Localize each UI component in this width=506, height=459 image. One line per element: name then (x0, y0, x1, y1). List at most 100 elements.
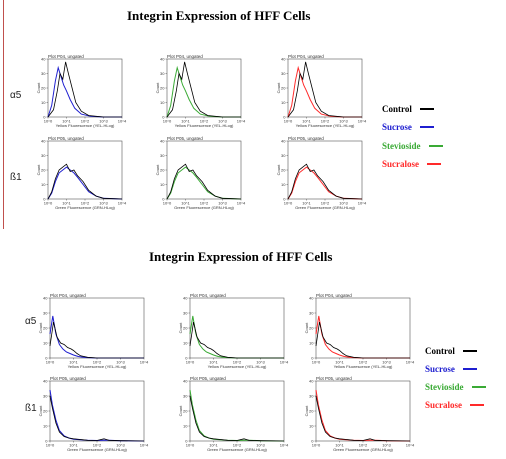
x-tick-label: 10^2 (81, 119, 90, 124)
y-tick-label: 30 (183, 311, 188, 316)
y-axis-label: Count (276, 82, 281, 94)
x-tick-label: 10^4 (406, 360, 415, 365)
y-tick-label: 20 (41, 86, 46, 91)
x-tick-label: 10^1 (209, 443, 218, 448)
histogram-panel-a5-stevioside: Plot P04, ungated 0 10 20 30 40 Count 10^0 10^1 1… (178, 291, 289, 369)
fig1-row-a5-label: α5 (10, 90, 22, 101)
y-tick-label: 0 (43, 115, 46, 120)
y-tick-label: 30 (43, 311, 48, 316)
histogram-panel-b1-stevioside: Plot P05, ungated 0 10 20 30 40 Count 10^0 10^1 1… (178, 374, 289, 452)
x-tick-label: 10^4 (140, 443, 149, 448)
y-axis-label: Count (38, 405, 43, 417)
y-tick-label: 40 (309, 379, 314, 384)
series-line-control (47, 61, 122, 118)
x-tick-label: 10^0 (186, 443, 195, 448)
series-line-sucralose (315, 389, 411, 442)
y-tick-label: 0 (43, 197, 46, 202)
x-tick-label: 10^2 (359, 443, 368, 448)
y-axis-label: Count (304, 322, 309, 334)
legend-swatch (462, 368, 477, 370)
series-line-control (287, 61, 362, 118)
y-tick-label: 30 (309, 311, 314, 316)
legend-swatch (471, 386, 486, 388)
y-tick-label: 20 (43, 326, 48, 331)
series-line-control (189, 395, 285, 442)
fig1-legend-sucrose: Sucrose (382, 122, 434, 132)
plot-title: Plot P04, ungated (48, 54, 84, 59)
x-tick-label: 10^3 (116, 360, 125, 365)
plot-frame (49, 297, 145, 359)
y-tick-label: 20 (309, 409, 314, 414)
x-tick-label: 10^0 (312, 443, 321, 448)
x-axis-label: Green Fluorescence (GRN-HLog) (55, 205, 115, 210)
fig2-legend-sucralose: Sucralose (425, 400, 484, 410)
x-tick-label: 10^0 (44, 119, 53, 124)
x-tick-label: 10^0 (46, 360, 55, 365)
plot-frame (189, 297, 285, 359)
histogram-svg: Plot P04, ungated 0 10 20 30 40 Count 10^0 10^1 1… (276, 54, 367, 128)
histogram-svg: Plot P04, ungated 0 10 20 30 40 Count 10^0 10^1 1… (155, 54, 246, 128)
y-tick-label: 40 (41, 57, 46, 62)
plot-frame (315, 380, 411, 442)
x-tick-label: 10^3 (99, 119, 108, 124)
y-tick-label: 40 (160, 57, 165, 62)
y-tick-label: 0 (162, 115, 165, 120)
legend-label: Control (425, 346, 455, 356)
legend-swatch (428, 145, 443, 147)
y-axis-label: Count (36, 82, 41, 94)
x-tick-label: 10^1 (302, 119, 311, 124)
fig1-legend-stevioside: Stevioside (382, 141, 443, 151)
x-tick-label: 10^1 (69, 360, 78, 365)
legend-label: Control (382, 104, 412, 114)
y-tick-label: 30 (41, 153, 46, 158)
x-tick-label: 10^1 (181, 201, 190, 206)
y-tick-label: 10 (43, 341, 48, 346)
legend-swatch (470, 404, 484, 406)
y-tick-label: 10 (160, 100, 165, 105)
y-tick-label: 10 (281, 182, 286, 187)
y-tick-label: 0 (283, 197, 286, 202)
x-tick-label: 10^3 (99, 201, 108, 206)
x-axis-label: Green Fluorescence (GRN-HLog) (295, 205, 355, 210)
x-tick-label: 10^2 (93, 443, 102, 448)
x-tick-label: 10^4 (118, 119, 127, 124)
legend-swatch (462, 350, 477, 352)
y-tick-label: 40 (183, 296, 188, 301)
y-tick-label: 20 (41, 168, 46, 173)
plot-title: Plot P04, ungated (288, 54, 324, 59)
x-tick-label: 10^4 (358, 201, 367, 206)
fig2-legend-control: Control (425, 346, 477, 356)
plot-frame (47, 58, 123, 118)
x-axis-label: Green Fluorescence (GRN-HLog) (67, 447, 127, 452)
y-tick-label: 30 (281, 71, 286, 76)
plot-title: Plot P04, ungated (167, 54, 203, 59)
y-tick-label: 40 (41, 139, 46, 144)
legend-label: Stevioside (425, 382, 464, 392)
histogram-svg: Plot P05, ungated 0 10 20 30 40 Count 10^0 10^1 1… (155, 136, 246, 210)
series-line-control (315, 395, 411, 442)
histogram-panel-b1-sucrose: Plot P05, ungated 0 10 20 30 40 Count 10^0 10^1 1… (38, 374, 149, 452)
legend-label: Sucrose (382, 122, 412, 132)
x-tick-label: 10^0 (284, 201, 293, 206)
fig2-row-b1-label: ß1 (25, 403, 37, 414)
x-tick-label: 10^1 (209, 360, 218, 365)
y-tick-label: 10 (281, 100, 286, 105)
x-axis-label: Yellow Fluorescence (YEL-HLog) (208, 364, 267, 369)
y-tick-label: 40 (281, 57, 286, 62)
series-line-sucrose (49, 315, 144, 359)
x-axis-label: Yellow Fluorescence (YEL-HLog) (68, 364, 127, 369)
figure2-title: Integrin Expression of HFF Cells (149, 249, 333, 264)
y-tick-label: 30 (41, 71, 46, 76)
y-tick-label: 0 (45, 439, 48, 444)
series-line-control (166, 163, 242, 200)
y-axis-label: Count (178, 322, 183, 334)
y-tick-label: 30 (309, 394, 314, 399)
x-tick-label: 10^2 (321, 119, 330, 124)
x-tick-label: 10^0 (163, 119, 172, 124)
series-line-control (166, 61, 241, 118)
fig2-row-a5-label: α5 (25, 316, 37, 327)
histogram-panel-a5-sucralose: Plot P04, ungated 0 10 20 30 40 Count 10^0 10^1 1… (276, 52, 367, 128)
series-line-control (49, 395, 145, 442)
histogram-svg: Plot P05, ungated 0 10 20 30 40 Count 10^0 10^1 1… (276, 136, 367, 210)
x-tick-label: 10^4 (280, 443, 289, 448)
